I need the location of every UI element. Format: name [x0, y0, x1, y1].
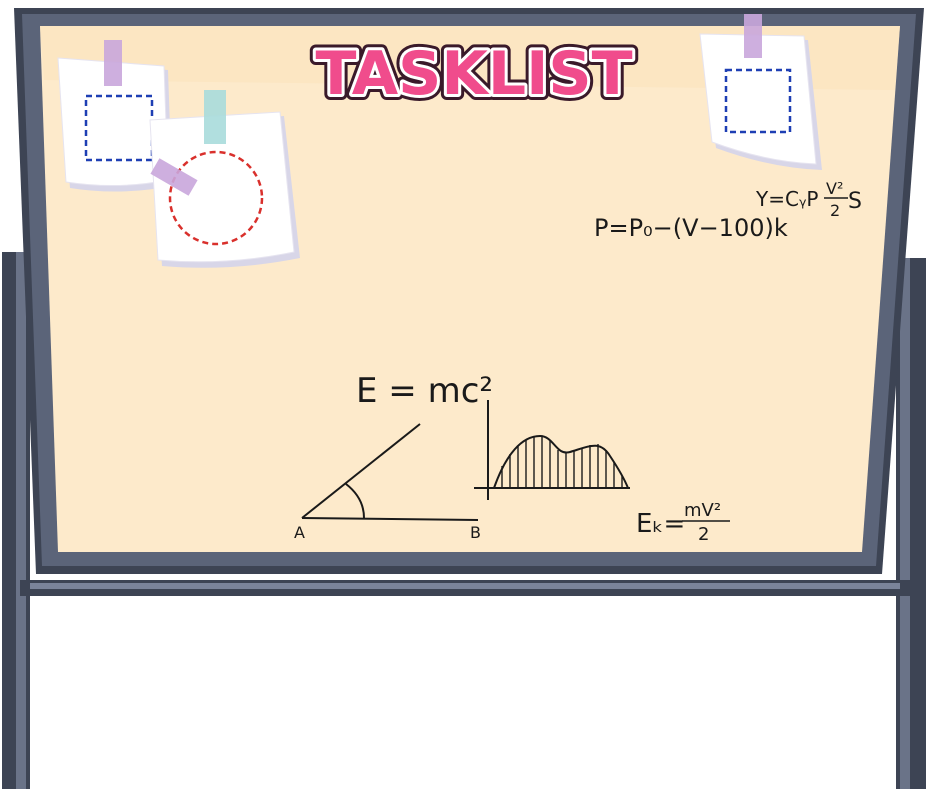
title-highlight: TASKLIST [315, 39, 632, 109]
point-a-label: A [294, 523, 305, 542]
point-b-label: B [470, 523, 481, 542]
stand-crossbar-shine [30, 583, 900, 589]
formula-kinetic: Eₖ= mV² 2 [636, 500, 730, 545]
note-checkbox-square[interactable] [84, 94, 154, 162]
svg-text:mV²: mV² [684, 500, 721, 521]
tape-purple [104, 40, 122, 86]
svg-text:2: 2 [830, 201, 840, 220]
tape-purple [150, 158, 198, 196]
sticky-note-square-left[interactable] [57, 40, 172, 192]
svg-text:S: S [848, 189, 862, 214]
stand-right-leg-shine [900, 258, 910, 789]
svg-text:2: 2 [698, 524, 709, 545]
formula-energy: E = mc² [356, 371, 493, 411]
svg-text:Y=CᵧP: Y=CᵧP [755, 187, 818, 211]
note-checkbox-circle[interactable] [168, 150, 264, 246]
sticky-note-square-right[interactable] [699, 14, 822, 170]
title-banner: TASKLIST TASKLIST TASKLIST [309, 33, 638, 115]
svg-text:V²: V² [826, 179, 843, 198]
title-outline: TASKLIST [315, 39, 632, 109]
tape-purple [744, 14, 762, 58]
svg-text:Eₖ=: Eₖ= [636, 509, 685, 539]
tape-teal [204, 90, 226, 144]
formula-pressure: P=P₀−(V−100)k [594, 214, 788, 242]
note-checkbox-square[interactable] [724, 68, 792, 134]
board-stand [2, 252, 926, 789]
angle-diagram [301, 423, 479, 521]
page-title: TASKLIST [315, 39, 632, 109]
curve-graph [474, 400, 630, 500]
stand-left-leg-shine [16, 252, 26, 789]
formula-lift: Y=CᵧP V² 2 S [755, 179, 862, 220]
sticky-note-circle[interactable] [149, 90, 300, 268]
